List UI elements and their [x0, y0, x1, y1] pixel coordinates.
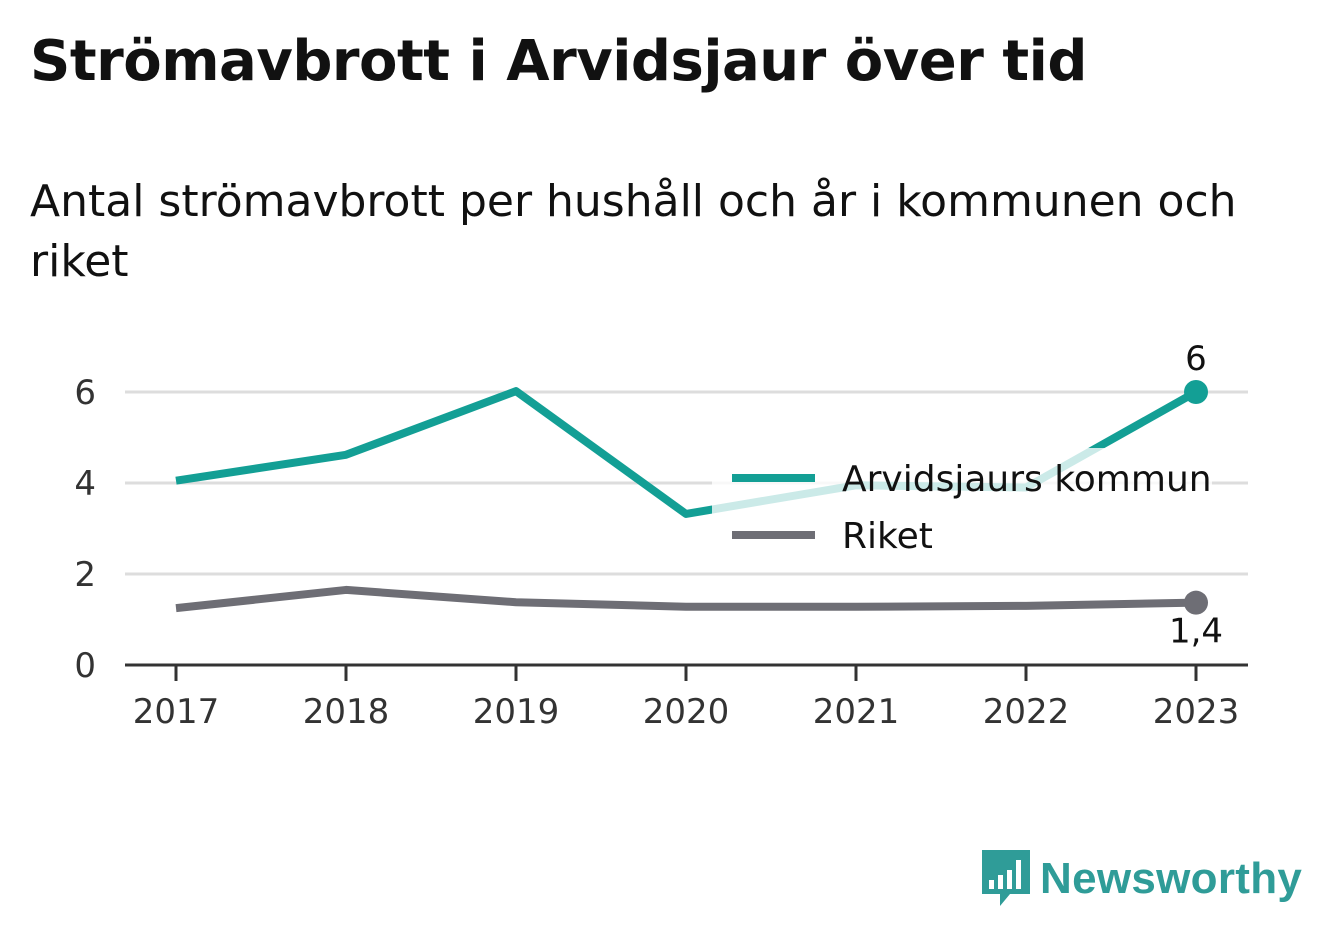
chart-title: Strömavbrott i Arvidsjaur över tid: [30, 29, 1087, 94]
x-tick-label: 2019: [473, 692, 560, 732]
y-axis-ticks: 0 2 4 6: [74, 373, 96, 686]
x-tick-label: 2018: [303, 692, 390, 732]
x-axis-ticks: 2017 2018 2019 2020 2021 2022 2023: [133, 665, 1240, 732]
end-labels: 61,4: [1169, 339, 1223, 652]
y-tick-label: 2: [74, 555, 96, 595]
x-tick-label: 2023: [1153, 692, 1240, 732]
end-value-label: 6: [1185, 339, 1207, 379]
brand-logo: Newsworthy: [980, 848, 1302, 910]
x-tick-label: 2017: [133, 692, 220, 732]
legend: Arvidsjaurs kommun Riket: [712, 448, 1212, 568]
newsworthy-logo-icon: [982, 850, 1030, 906]
x-tick-label: 2020: [643, 692, 730, 732]
x-tick-label: 2022: [983, 692, 1070, 732]
end-value-label: 1,4: [1169, 612, 1223, 652]
x-tick-label: 2021: [813, 692, 900, 732]
y-tick-label: 0: [74, 646, 96, 686]
brand-name: Newsworthy: [1040, 854, 1303, 903]
y-tick-label: 4: [74, 464, 96, 504]
legend-label: Arvidsjaurs kommun: [842, 459, 1212, 500]
series-line: [175, 585, 1197, 613]
series-end-point: [1184, 590, 1208, 615]
y-tick-label: 6: [74, 373, 96, 413]
chart-subtitle: Antal strömavbrott per hushåll och år i …: [30, 176, 1237, 287]
series-end-point: [1184, 380, 1208, 404]
legend-background: [712, 448, 1212, 568]
legend-label: Riket: [842, 516, 933, 557]
